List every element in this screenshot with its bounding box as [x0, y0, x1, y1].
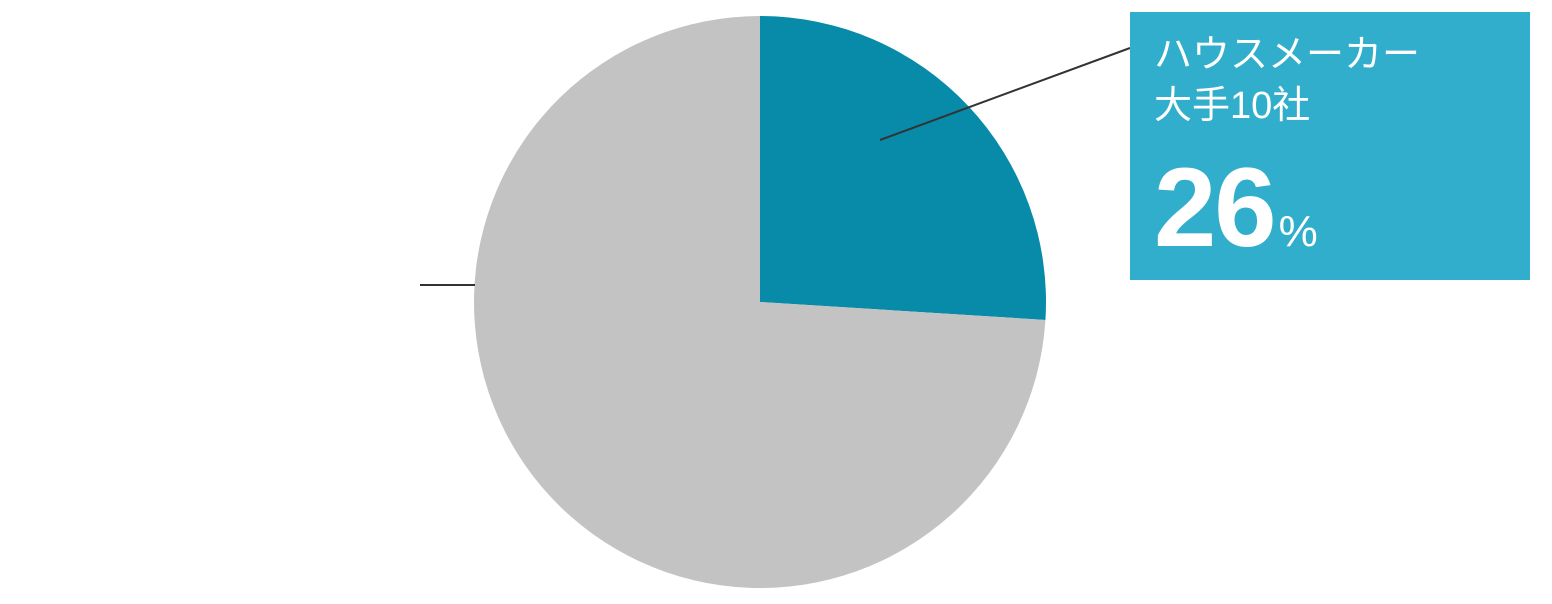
pie-slices: [474, 16, 1046, 588]
callout-title: ハウスメーカー 大手10社: [1154, 30, 1506, 133]
chart-stage: ハウスメーカー 大手10社 26 %: [0, 0, 1552, 604]
slice-house-makers-top10: [760, 16, 1046, 320]
callout-unit: %: [1279, 207, 1318, 257]
callout-house-makers: ハウスメーカー 大手10社 26 %: [1130, 12, 1530, 280]
callout-percentage: 26 %: [1154, 143, 1506, 272]
callout-value: 26: [1154, 143, 1275, 272]
